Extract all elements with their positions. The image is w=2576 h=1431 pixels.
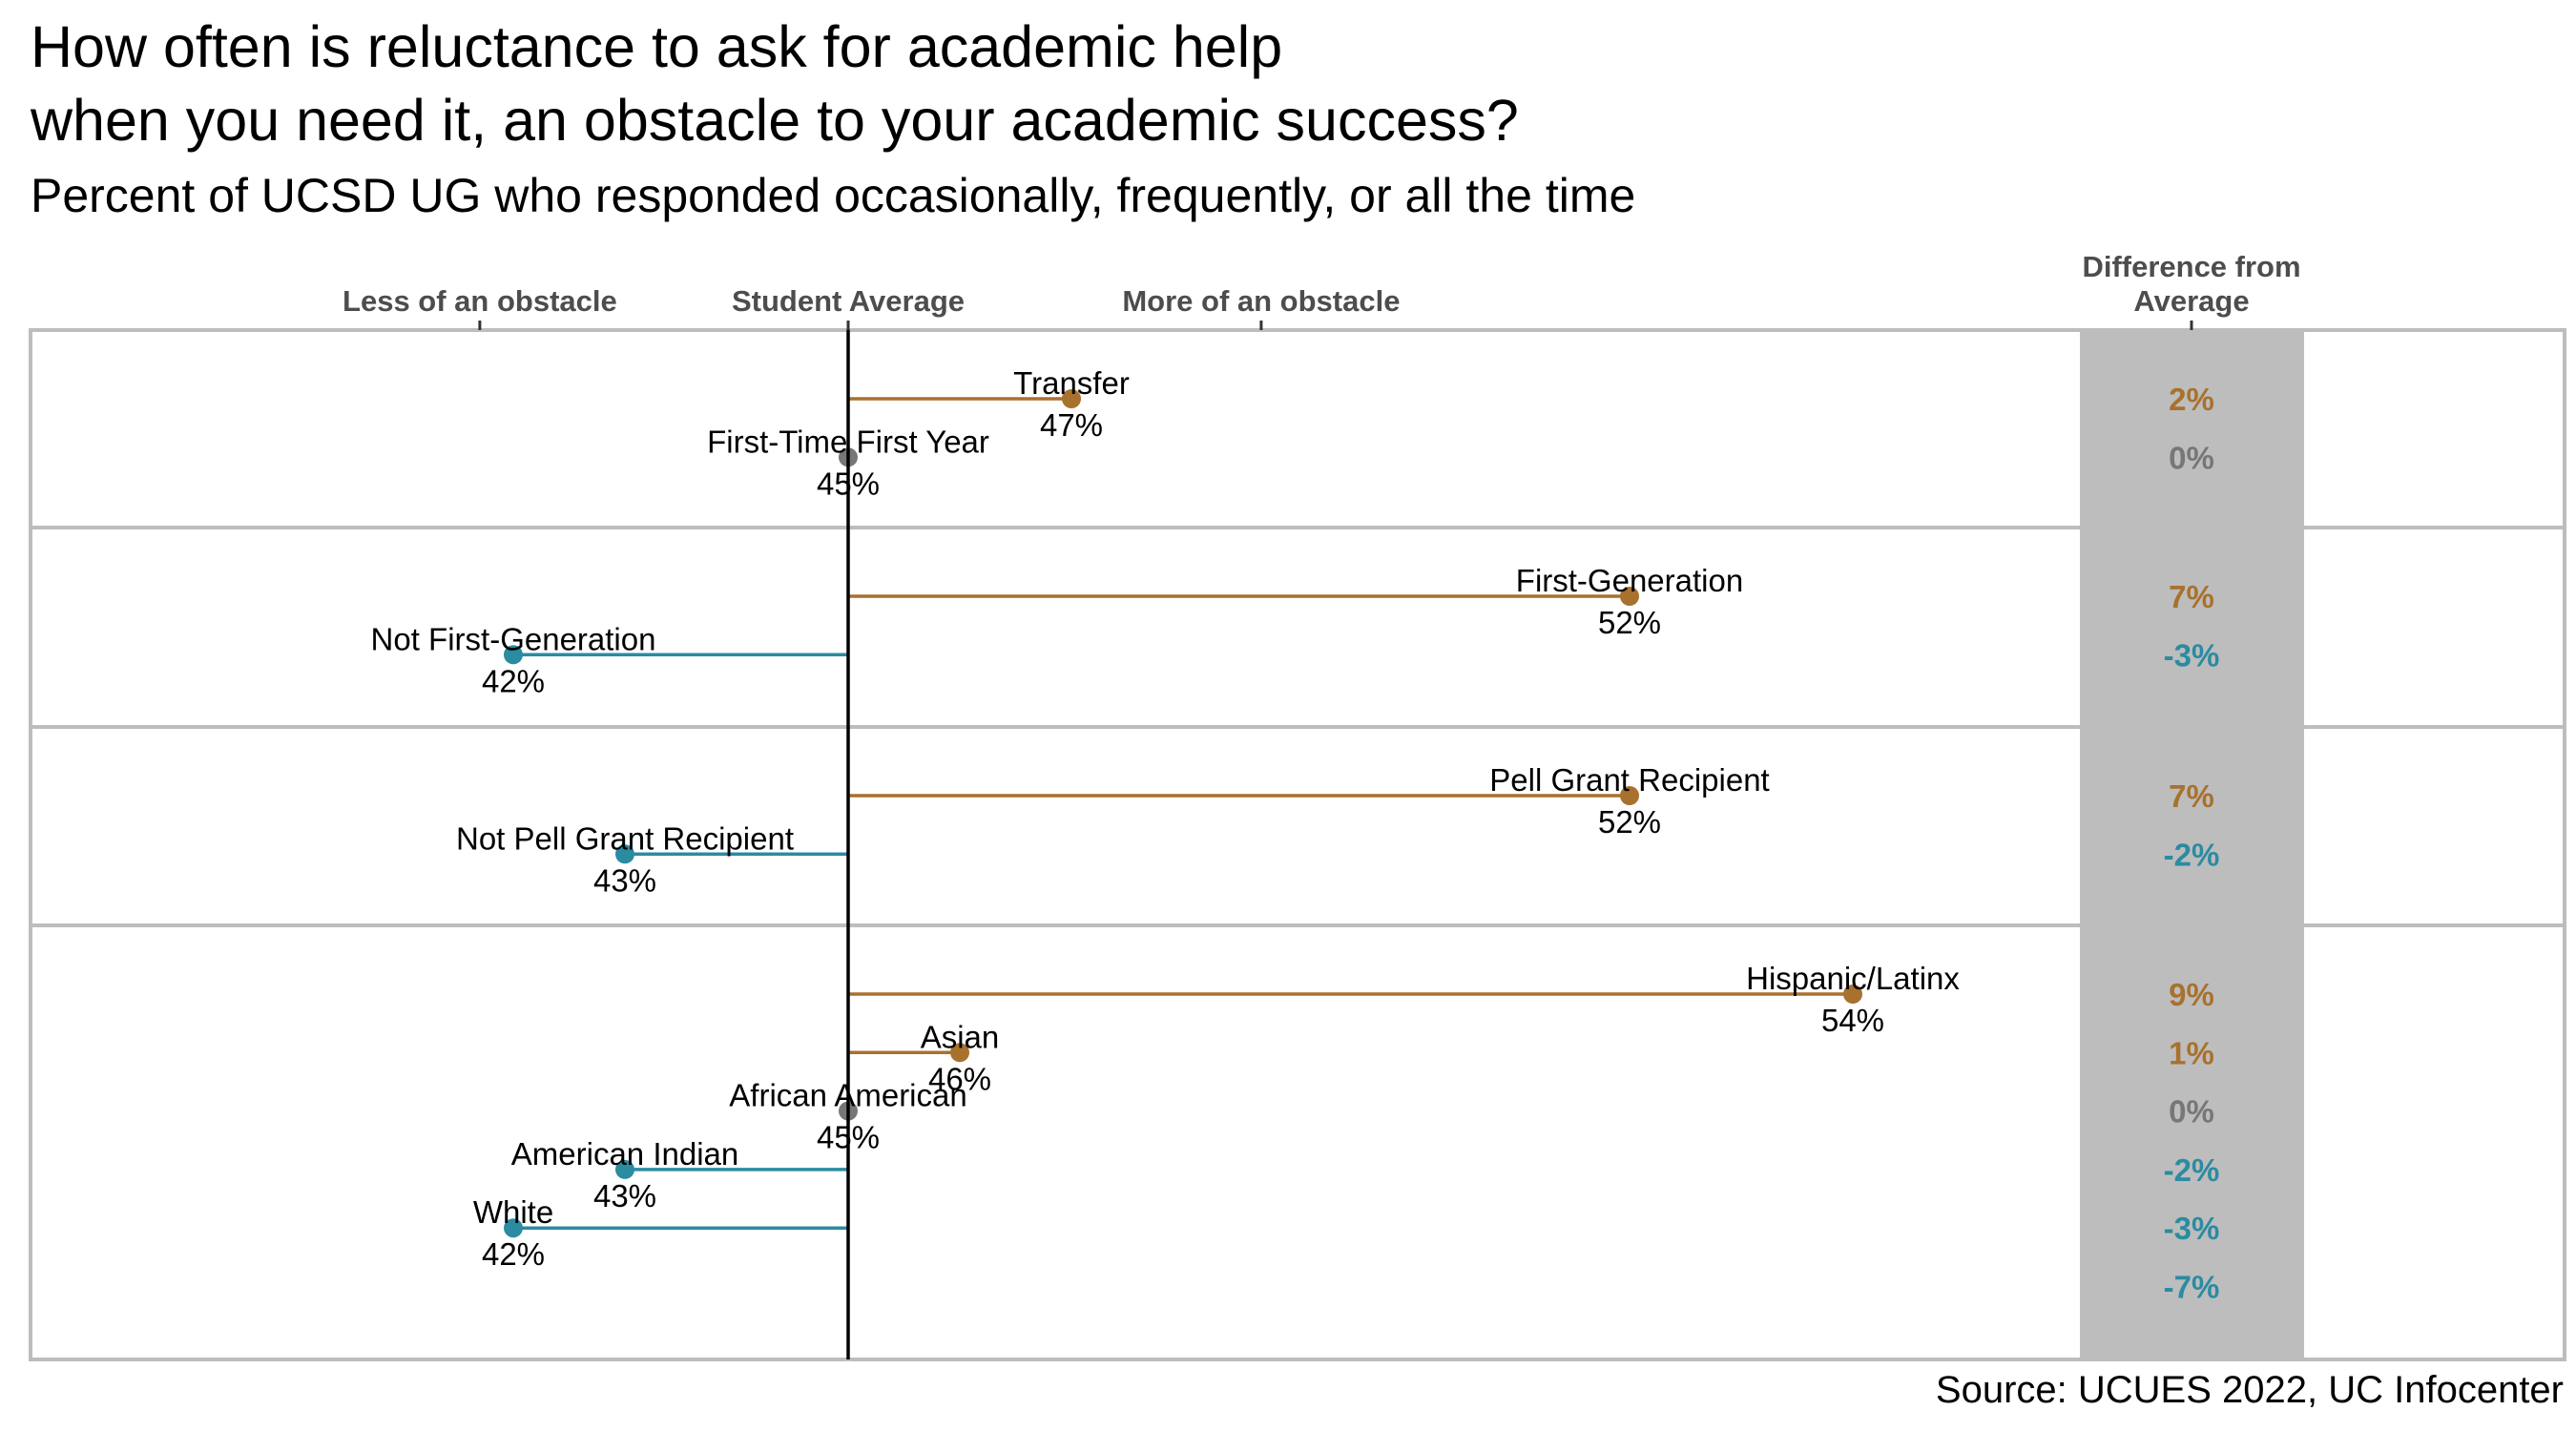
point-label: Asian [921,1019,1000,1054]
difference-value: -2% [2164,1152,2220,1188]
value-label: 52% [1598,804,1661,840]
data-point [950,1043,969,1063]
data-point [1843,985,1862,1004]
point-label: American Indian [511,1136,738,1172]
axis-label: More of an obstacle [1122,284,1400,318]
data-point [504,1218,523,1238]
data-point [615,1159,634,1179]
chart-title-line-1: How often is reluctance to ask for acade… [31,14,1283,79]
difference-value: 0% [2169,1094,2214,1130]
difference-value: -3% [2164,1211,2220,1246]
point-label: Transfer [1013,365,1130,401]
data-point [504,645,523,665]
axis-label: Less of an obstacle [343,284,617,318]
data-point [1620,786,1639,805]
point-label: Pell Grant Recipient [1489,762,1769,798]
point-label: White [473,1194,553,1230]
difference-value: -3% [2164,637,2220,673]
difference-value: 7% [2169,579,2214,614]
data-point [1062,389,1081,408]
difference-band [2080,330,2304,1359]
point-label: Not First-Generation [371,621,656,656]
point-label: Not Pell Grant Recipient [456,820,794,856]
source-note: Source: UCUES 2022, UC Infocenter [1935,1369,2564,1411]
data-point [615,844,634,864]
difference-value: 9% [2169,977,2214,1012]
data-point [1620,587,1639,606]
value-label: 43% [593,862,656,898]
difference-value: 0% [2169,440,2214,475]
difference-value: 2% [2169,382,2214,417]
chart-title-line-2: when you need it, an obstacle to your ac… [31,88,1519,153]
difference-value: -2% [2164,837,2220,872]
difference-value: 1% [2169,1035,2214,1070]
difference-header-line-1: Difference from [2082,250,2300,283]
value-label: 46% [928,1061,991,1096]
value-label: 54% [1821,1003,1884,1038]
value-label: 42% [482,1236,545,1272]
difference-value: 7% [2169,778,2214,814]
difference-value: -7% [2164,1270,2220,1305]
value-label: 47% [1040,407,1103,443]
value-label: 42% [482,663,545,698]
value-label: 52% [1598,605,1661,640]
point-label: First-Generation [1516,563,1743,598]
axis-label: Student Average [732,284,965,318]
chart-subtitle: Percent of UCSD UG who responded occasio… [31,169,1636,222]
difference-header-line-2: Average [2133,284,2249,318]
value-label: 43% [593,1178,656,1213]
point-label: Hispanic/Latinx [1746,961,1960,996]
